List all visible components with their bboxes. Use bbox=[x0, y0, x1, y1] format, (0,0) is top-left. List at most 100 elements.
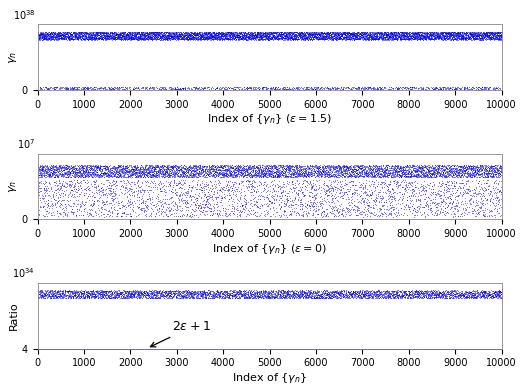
Point bbox=[92, 293, 101, 299]
Point bbox=[388, 345, 397, 352]
Point bbox=[271, 287, 280, 294]
Point bbox=[486, 197, 494, 203]
Point bbox=[451, 168, 459, 174]
Point bbox=[105, 345, 113, 352]
Point bbox=[371, 33, 379, 39]
Point bbox=[79, 85, 87, 92]
Point bbox=[237, 86, 246, 92]
Point bbox=[378, 345, 387, 352]
Point bbox=[112, 29, 120, 36]
Point bbox=[396, 34, 404, 40]
Point bbox=[460, 292, 468, 299]
Point bbox=[266, 345, 274, 352]
Point bbox=[421, 86, 429, 93]
Point bbox=[255, 294, 264, 300]
Point bbox=[128, 33, 137, 39]
Point bbox=[101, 289, 110, 295]
Point bbox=[265, 293, 274, 299]
Point bbox=[348, 291, 356, 297]
Point bbox=[377, 345, 385, 352]
Point bbox=[481, 288, 489, 294]
Point bbox=[192, 345, 201, 352]
Point bbox=[243, 294, 252, 301]
Point bbox=[172, 213, 180, 220]
Point bbox=[83, 172, 92, 178]
Point bbox=[450, 30, 458, 36]
Point bbox=[212, 290, 221, 297]
Point bbox=[151, 163, 159, 169]
Point bbox=[393, 36, 401, 43]
Point bbox=[37, 169, 45, 175]
Point bbox=[325, 32, 334, 38]
Point bbox=[424, 34, 433, 40]
Point bbox=[442, 345, 450, 352]
Point bbox=[272, 345, 280, 352]
Point bbox=[407, 174, 415, 180]
Point bbox=[170, 345, 178, 352]
Point bbox=[396, 181, 405, 187]
Point bbox=[435, 192, 444, 198]
Point bbox=[276, 288, 285, 294]
Point bbox=[433, 204, 441, 210]
Point bbox=[399, 345, 408, 352]
Point bbox=[108, 169, 116, 175]
Point bbox=[41, 33, 49, 39]
Point bbox=[367, 35, 376, 42]
Point bbox=[110, 295, 118, 301]
Point bbox=[97, 205, 105, 211]
Point bbox=[172, 162, 181, 169]
Point bbox=[148, 29, 157, 35]
Point bbox=[128, 345, 136, 352]
Point bbox=[475, 31, 484, 37]
Point bbox=[75, 180, 83, 186]
Point bbox=[86, 30, 94, 36]
Point bbox=[198, 36, 206, 42]
Point bbox=[335, 32, 343, 38]
Point bbox=[355, 345, 363, 352]
Point bbox=[291, 290, 299, 296]
Point bbox=[57, 292, 65, 298]
Point bbox=[467, 33, 475, 39]
Point bbox=[253, 292, 261, 298]
Point bbox=[231, 34, 239, 41]
Point bbox=[268, 172, 276, 178]
Point bbox=[124, 187, 133, 194]
Point bbox=[380, 293, 389, 299]
Point bbox=[195, 29, 203, 35]
Point bbox=[225, 29, 233, 35]
Point bbox=[289, 292, 298, 298]
Point bbox=[257, 170, 266, 176]
Point bbox=[93, 30, 101, 36]
Point bbox=[302, 209, 311, 216]
Point bbox=[144, 30, 152, 36]
Point bbox=[60, 207, 68, 213]
Point bbox=[222, 33, 230, 39]
Point bbox=[443, 33, 452, 40]
Point bbox=[275, 345, 283, 352]
Point bbox=[77, 292, 85, 298]
Point bbox=[40, 200, 49, 206]
Point bbox=[458, 191, 467, 198]
Point bbox=[140, 209, 149, 216]
Point bbox=[345, 294, 354, 300]
Point bbox=[46, 34, 54, 40]
Point bbox=[455, 294, 464, 300]
Point bbox=[412, 31, 421, 37]
Point bbox=[134, 164, 143, 170]
Point bbox=[128, 171, 137, 177]
Point bbox=[308, 345, 316, 352]
Point bbox=[177, 345, 185, 352]
Point bbox=[444, 289, 453, 296]
Point bbox=[287, 163, 295, 169]
Point bbox=[342, 29, 350, 35]
Point bbox=[265, 291, 273, 297]
Point bbox=[344, 200, 352, 206]
Point bbox=[212, 33, 220, 39]
Point bbox=[312, 35, 320, 42]
Point bbox=[138, 207, 146, 213]
Point bbox=[325, 345, 333, 352]
Point bbox=[89, 345, 97, 352]
Point bbox=[34, 187, 42, 193]
Point bbox=[487, 345, 495, 352]
Point bbox=[119, 35, 127, 42]
